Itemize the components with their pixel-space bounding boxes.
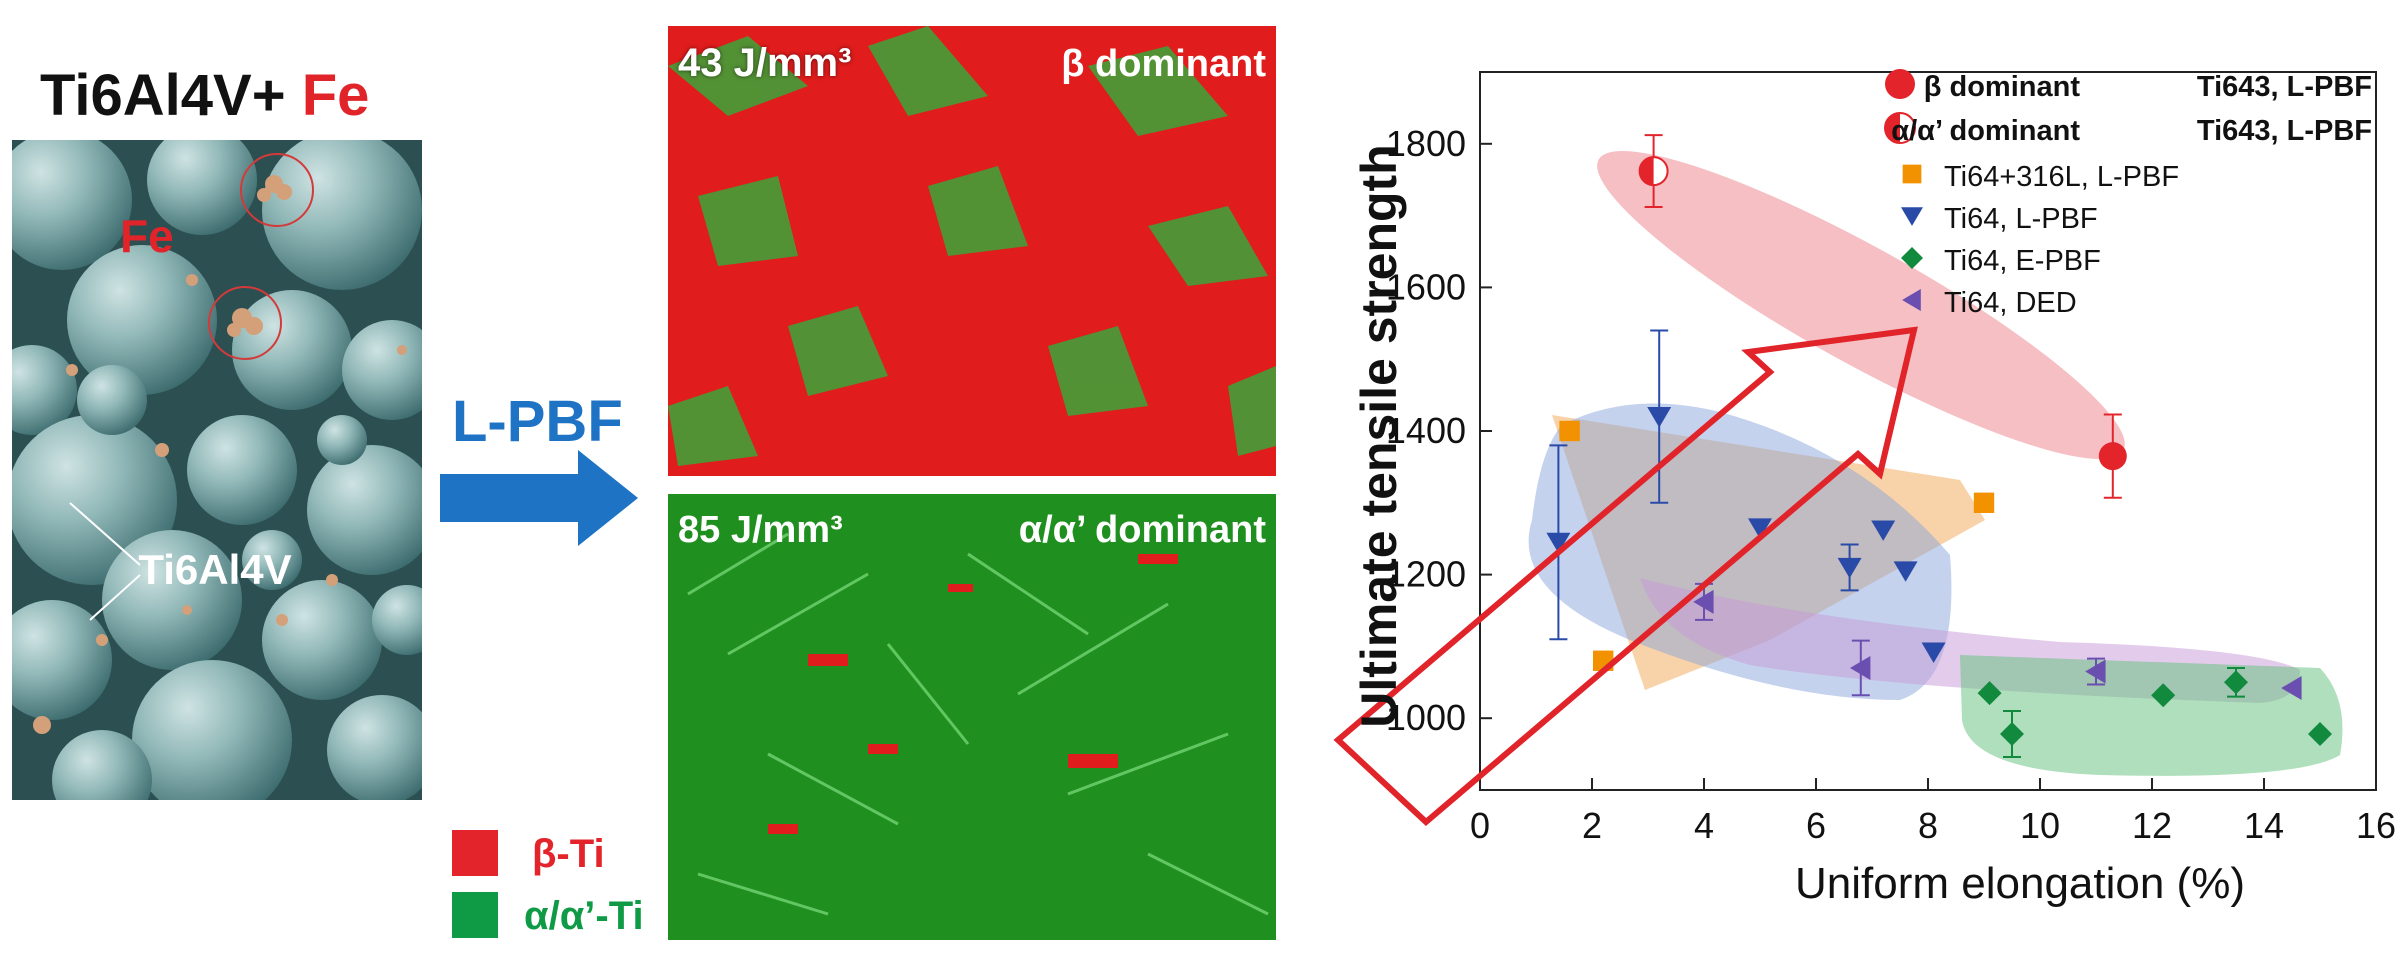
data-point	[2308, 721, 2332, 746]
powder-sem-image: Fe Ti6Al4V	[12, 140, 422, 800]
legend-label: Ti64, L-PBF	[1944, 203, 2098, 235]
data-point	[2000, 721, 2024, 746]
legend-label: Ti64+316L, L-PBF	[1944, 161, 2179, 193]
data-point	[1546, 532, 1571, 554]
legend-label: Ti64, DED	[1944, 287, 2077, 319]
chart-shaded-regions	[1528, 150, 2343, 776]
x-tick-label: 4	[1694, 805, 1714, 846]
data-point	[1893, 561, 1918, 582]
legend-label-suffix: Ti643, L-PBF	[2197, 71, 2372, 103]
trend-arrow-icon	[1333, 326, 1918, 827]
beta-ti-swatch	[452, 830, 498, 876]
data-point	[1921, 642, 1946, 663]
x-tick-label: 10	[2020, 805, 2060, 846]
legend-label: Ti64, E-PBF	[1944, 245, 2101, 277]
x-tick-label: 12	[2132, 805, 2172, 846]
data-point	[2281, 676, 2302, 701]
data-point	[1871, 520, 1896, 541]
y-tick-label: 1400	[1386, 410, 1466, 451]
legend-marker	[1884, 112, 1916, 144]
powder-title: Ti6Al4V+ Fe	[40, 62, 369, 129]
y-tick-label: 1800	[1386, 123, 1466, 164]
x-axis-label: Uniform elongation (%)	[1795, 859, 2245, 908]
region-beta-ti643	[1597, 150, 2125, 460]
chart-legend: β dominant Ti643, L-PBF α/α’ dominant Ti643…	[1884, 69, 2372, 319]
data-point	[2098, 442, 2127, 471]
data-point	[1977, 681, 2002, 706]
ti6al4v-label: Ti6Al4V	[138, 546, 291, 593]
legend-label: α/α’ dominant	[1891, 115, 2080, 147]
data-point	[1693, 589, 1714, 614]
micrograph-beta: 43 J/mm³ β dominant	[668, 26, 1276, 476]
y-tick-label: 1600	[1386, 266, 1466, 307]
data-point	[1748, 518, 1772, 539]
marker-half	[1885, 113, 1900, 143]
legend-marker	[1885, 69, 1915, 99]
marker-half	[1639, 157, 1654, 186]
process-label: L-PBF	[452, 389, 623, 454]
region-ti64-epbf	[1960, 655, 2343, 776]
data-point	[1850, 655, 1871, 680]
micrograph-top-energy: 43 J/mm³	[678, 41, 851, 85]
micrograph-top-phase: β dominant	[1061, 43, 1266, 85]
alpha-ti-label: α/α’-Ti	[524, 894, 644, 938]
axis-ticks: 0 2 4 6 8 10 12 14 16 1000 1200 1400 1600 1800	[1386, 123, 2396, 846]
micrograph-alpha: 85 J/mm³ α/α’ dominant	[668, 494, 1276, 940]
legend-marker	[1901, 247, 1923, 269]
alpha-ti-swatch	[452, 892, 498, 938]
micrograph-bottom-energy: 85 J/mm³	[678, 509, 843, 551]
x-tick-label: 0	[1470, 805, 1490, 846]
data-point	[2085, 659, 2106, 684]
micrograph-bottom-phase: α/α’ dominant	[1019, 509, 1267, 551]
legend-marker	[1902, 289, 1921, 311]
powder-title-additive: Fe	[301, 63, 370, 128]
data-point	[2224, 670, 2248, 695]
beta-ti-label: β-Ti	[532, 832, 605, 876]
y-tick-label: 1200	[1386, 554, 1466, 595]
y-axis-label: Ultimate tensile strength	[1351, 144, 1407, 727]
x-tick-label: 8	[1918, 805, 1938, 846]
x-tick-label: 2	[1582, 805, 1602, 846]
data-point	[1973, 492, 1995, 513]
fe-label: Fe	[120, 210, 174, 262]
x-tick-label: 16	[2356, 805, 2396, 846]
legend-label-suffix: Ti643, L-PBF	[2197, 115, 2372, 147]
y-tick-label: 1000	[1386, 697, 1466, 738]
x-tick-label: 6	[1806, 805, 1826, 846]
data-point	[1638, 156, 1669, 187]
data-point	[1837, 557, 1862, 579]
process-arrow-icon	[440, 450, 638, 546]
data-point	[1559, 420, 1580, 442]
data-point	[2151, 683, 2176, 708]
legend-marker	[1901, 207, 1923, 226]
data-point	[1647, 407, 1672, 428]
legend-label: β dominant	[1924, 71, 2081, 103]
legend-marker	[1902, 164, 1922, 184]
powder-title-main: Ti6Al4V+	[40, 63, 286, 128]
x-tick-label: 14	[2244, 805, 2284, 846]
data-marks	[1546, 134, 2332, 758]
uts-vs-elongation-chart: 0 2 4 6 8 10 12 14 16 1000 1200 1400 1600 1800 Unifor…	[1333, 69, 2396, 908]
